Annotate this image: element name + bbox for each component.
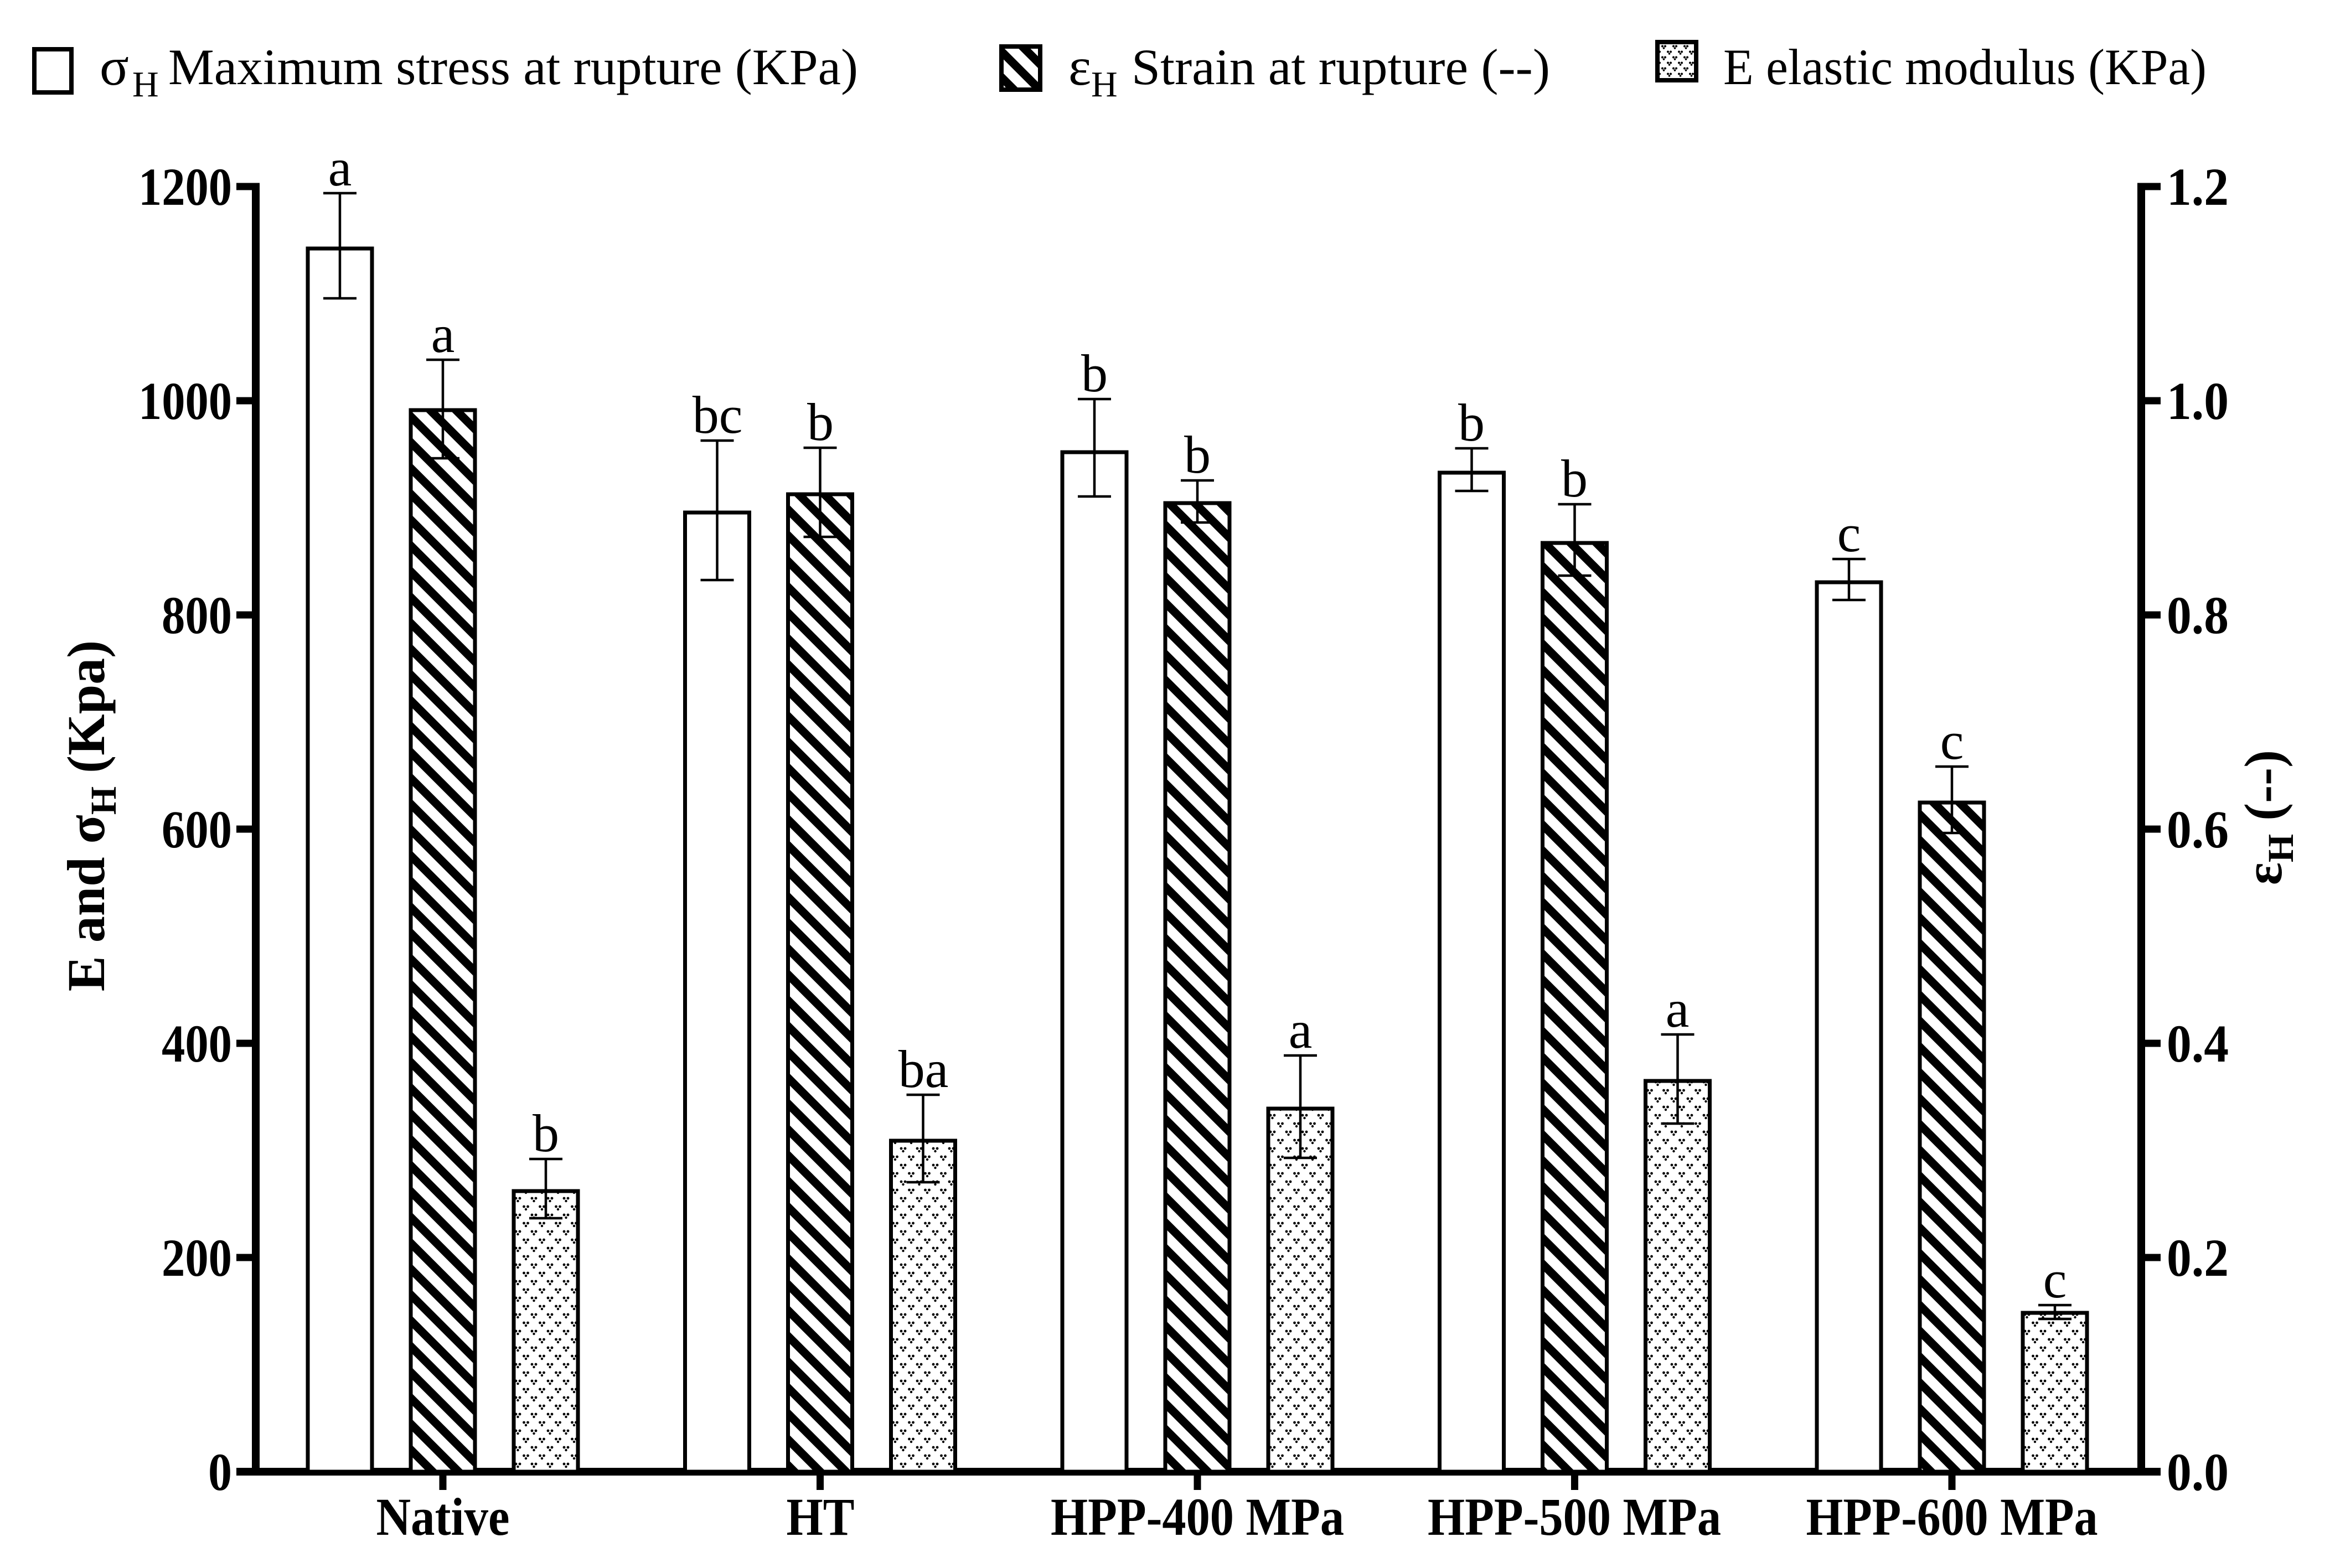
svg-text:a: a <box>1289 1000 1313 1059</box>
svg-text:1200: 1200 <box>138 157 232 216</box>
svg-text:0: 0 <box>208 1442 232 1502</box>
svg-text:ba: ba <box>898 1039 949 1099</box>
svg-text:Maximum stress at rupture (KPa: Maximum stress at rupture (KPa) <box>168 39 858 95</box>
svg-text:600: 600 <box>162 800 232 859</box>
svg-text:200: 200 <box>162 1228 232 1287</box>
svg-text:bc: bc <box>693 385 743 444</box>
svg-text:b: b <box>1561 449 1588 508</box>
svg-text:Native: Native <box>376 1487 510 1546</box>
svg-text:ε: ε <box>1068 37 1091 97</box>
svg-text:HPP-400 MPa: HPP-400 MPa <box>1051 1487 1344 1546</box>
svg-text:c: c <box>1940 711 1964 770</box>
svg-text:1000: 1000 <box>138 371 232 431</box>
svg-text:HPP-600 MPa: HPP-600 MPa <box>1806 1487 2098 1546</box>
svg-text:0.8: 0.8 <box>2167 586 2229 645</box>
svg-text:c: c <box>1837 504 1861 563</box>
svg-text:b: b <box>533 1104 559 1163</box>
svg-text:HT: HT <box>787 1487 855 1546</box>
svg-text:b: b <box>1081 344 1108 403</box>
svg-text:1.2: 1.2 <box>2167 157 2229 216</box>
svg-text:c: c <box>2043 1250 2067 1309</box>
svg-text:1.0: 1.0 <box>2167 371 2229 431</box>
svg-text:Strain at rupture (--): Strain at rupture (--) <box>1132 39 1550 95</box>
svg-text:σ: σ <box>100 37 129 97</box>
svg-text:HPP-500 MPa: HPP-500 MPa <box>1428 1487 1721 1546</box>
svg-text:εH (--): εH (--) <box>2234 750 2301 885</box>
svg-text:0.6: 0.6 <box>2167 800 2229 859</box>
svg-text:a: a <box>431 304 455 364</box>
svg-text:800: 800 <box>162 586 232 645</box>
svg-text:H: H <box>1091 64 1118 105</box>
svg-text:0.4: 0.4 <box>2167 1014 2229 1073</box>
svg-text:E elastic modulus (KPa): E elastic modulus (KPa) <box>1723 39 2207 95</box>
svg-text:b: b <box>1184 425 1211 484</box>
svg-text:b: b <box>1458 393 1485 452</box>
svg-text:0.2: 0.2 <box>2167 1228 2229 1287</box>
svg-text:H: H <box>132 64 159 105</box>
svg-text:a: a <box>328 138 352 197</box>
svg-text:0.0: 0.0 <box>2167 1442 2229 1502</box>
svg-text:400: 400 <box>162 1014 232 1073</box>
svg-text:E and σH (Kpa): E and σH (Kpa) <box>56 640 124 991</box>
svg-text:b: b <box>807 392 834 452</box>
svg-text:a: a <box>1666 979 1690 1038</box>
